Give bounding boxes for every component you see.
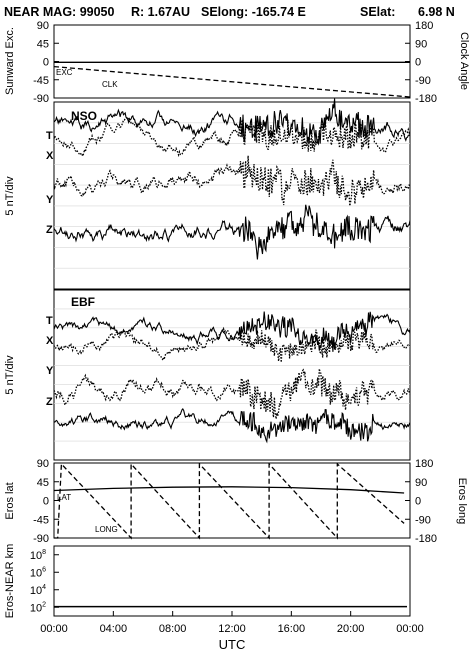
header-selat-value: 6.98 N <box>418 5 455 19</box>
panel-ebf: EBF 5 nT/div T X Y Z <box>4 289 411 461</box>
distance-tick-label: 102 <box>30 601 46 614</box>
panel-eros-latlong: 90 45 0 -45 -90 180 90 0 -90 -180 Eros lat Eros l… <box>4 458 468 545</box>
eros-long-tick-label: 90 <box>415 477 427 489</box>
sunward-tick-label: -90 <box>33 93 49 105</box>
eros-long-tick-label: -90 <box>415 514 431 526</box>
panel-distance: 108 106 104 102 Eros-NEAR km 00:00 04:00 08:0… <box>4 544 424 652</box>
eros-lat-tick-label: -45 <box>33 514 49 526</box>
panel-ebf-frame <box>53 289 411 461</box>
eros-lat-tick-label: 45 <box>37 477 49 489</box>
nso-x-label: X <box>46 150 54 162</box>
nso-t-label: T <box>46 130 53 142</box>
panel-distance-frame <box>53 545 411 617</box>
distance-tick-label: 108 <box>30 549 46 562</box>
clock-tick-label: 0 <box>415 57 421 69</box>
trace-z <box>53 407 411 444</box>
trace-t <box>53 311 411 352</box>
header-distance: R: 1.67AU <box>131 5 190 19</box>
sunward-tick-label: 45 <box>37 38 49 50</box>
distance-ylabel: Eros-NEAR km <box>4 544 16 619</box>
sunward-ylabel: Sunward Exc. <box>4 27 16 95</box>
exc-series-label: EXC <box>56 68 73 77</box>
lat-series-label: LAT <box>57 493 71 502</box>
trace-z <box>53 204 411 260</box>
trace-x <box>53 326 411 363</box>
eros-long-y2label: Eros long <box>456 478 468 524</box>
nso-title: NSO <box>71 109 97 123</box>
eros-lat-tick-label: 0 <box>43 496 49 508</box>
ebf-ylabel: 5 nT/div <box>4 355 16 395</box>
lat-line <box>53 486 405 494</box>
eros-long-tick-label: 180 <box>415 458 433 470</box>
long-line <box>54 462 405 540</box>
x-tick-label: 20:00 <box>337 623 365 635</box>
panel-nso-frame <box>53 101 411 290</box>
clock-tick-label: 90 <box>415 38 427 50</box>
trace-y <box>53 368 411 419</box>
clk-line <box>53 65 411 98</box>
eros-lat-tick-label: 90 <box>37 458 49 470</box>
trace-t <box>53 98 411 146</box>
x-axis-label: UTC <box>219 637 246 652</box>
ebf-z-label: Z <box>46 396 53 408</box>
ebf-t-label: T <box>46 315 53 327</box>
x-tick-label: 00:00 <box>40 623 68 635</box>
nso-y-label: Y <box>46 194 54 206</box>
clock-tick-label: -180 <box>415 93 437 105</box>
ebf-x-label: X <box>46 335 54 347</box>
clock-tick-label: 180 <box>415 20 433 32</box>
clock-tick-label: -90 <box>415 75 431 87</box>
eros-lat-tick-label: -90 <box>33 533 49 545</box>
trace-x <box>53 115 411 158</box>
clock-y2label: Clock Angle <box>458 32 470 90</box>
sunward-tick-label: -45 <box>33 75 49 87</box>
x-tick-label: 16:00 <box>278 623 306 635</box>
eros-lat-ylabel: Eros lat <box>4 482 16 519</box>
header-selat-label: SElat: <box>360 5 395 19</box>
x-tick-label: 12:00 <box>218 623 246 635</box>
ebf-title: EBF <box>71 295 95 309</box>
clk-series-label: CLK <box>102 80 118 89</box>
x-tick-label: 04:00 <box>100 623 128 635</box>
long-series-label: LONG <box>95 525 118 534</box>
header-mission: NEAR MAG: 99050 <box>4 5 114 19</box>
distance-tick-label: 106 <box>30 566 46 579</box>
eros-long-tick-label: 0 <box>415 496 421 508</box>
panel-sunward: 90 45 0 -45 -90 180 90 0 -90 -180 Sunward Exc. Cl… <box>4 20 470 105</box>
x-tick-label: 08:00 <box>159 623 187 635</box>
nso-ylabel: 5 nT/div <box>4 176 16 216</box>
header-selong: SElong: -165.74 E <box>201 5 306 19</box>
nso-z-label: Z <box>46 224 53 236</box>
panel-nso: NSO 5 nT/div T X Y Z <box>4 98 411 290</box>
x-tick-label: 00:00 <box>396 623 424 635</box>
sunward-tick-label: 90 <box>37 20 49 32</box>
ebf-y-label: Y <box>46 365 54 377</box>
eros-long-tick-label: -180 <box>415 533 437 545</box>
trace-y <box>53 155 411 207</box>
sunward-tick-label: 0 <box>43 57 49 69</box>
distance-tick-label: 104 <box>30 584 46 597</box>
